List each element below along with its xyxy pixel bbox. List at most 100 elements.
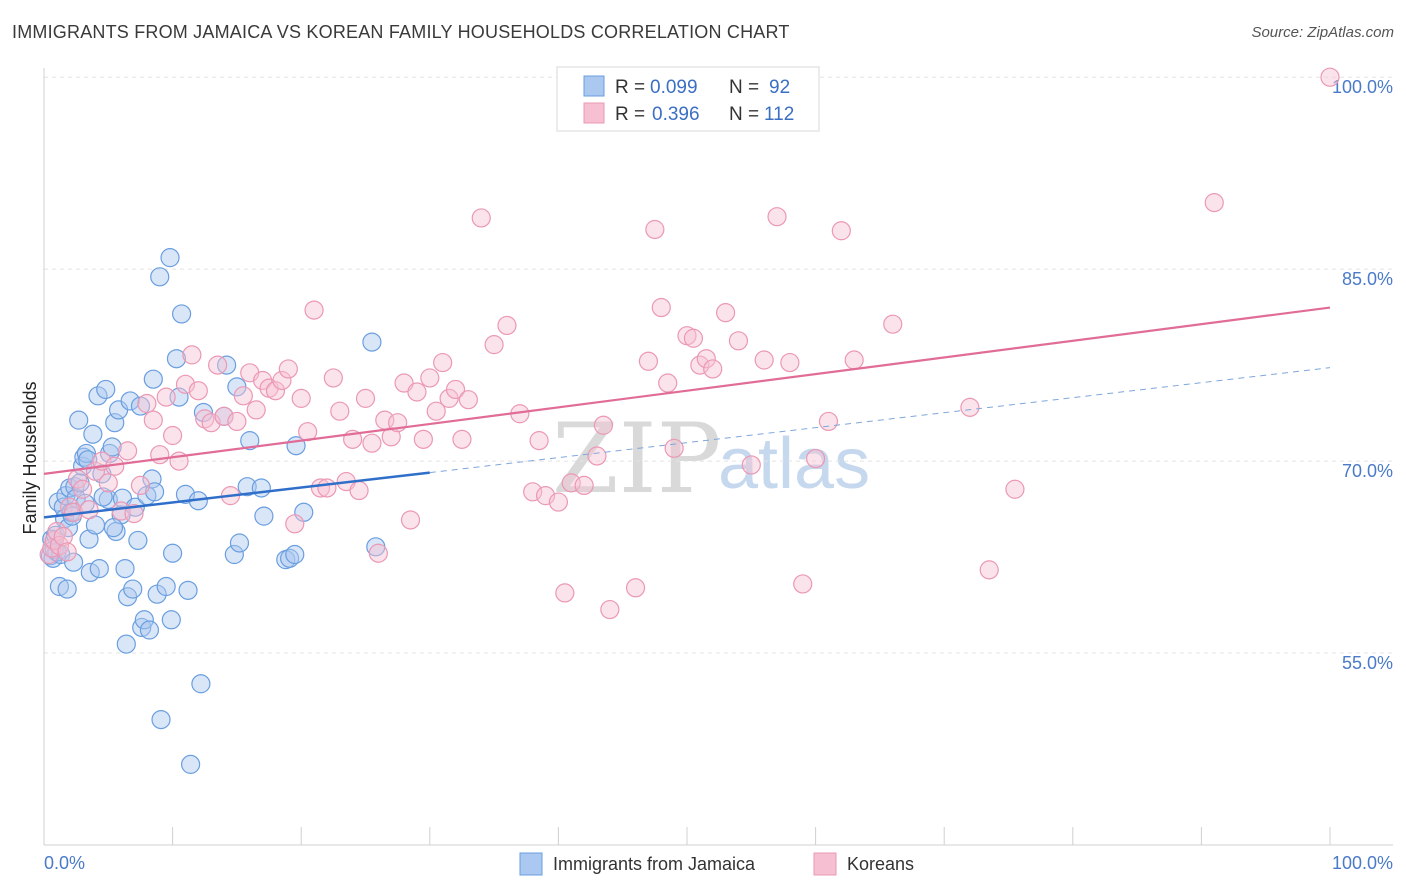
jamaica-point bbox=[134, 610, 154, 630]
korean-point bbox=[124, 503, 144, 524]
korean-point bbox=[150, 445, 170, 465]
legend-swatch-blue bbox=[583, 75, 605, 97]
korean-point bbox=[780, 352, 800, 373]
jamaica-point bbox=[102, 437, 122, 457]
jamaica-point bbox=[163, 543, 183, 563]
korean-point bbox=[407, 382, 427, 402]
korean-point bbox=[227, 411, 247, 432]
jamaica-point bbox=[254, 506, 274, 526]
watermark-zip: ZIP bbox=[552, 403, 721, 515]
korean-point bbox=[883, 314, 903, 334]
bottom-legend-label-koreans: Koreans bbox=[847, 854, 914, 874]
legend-box: R = 0.099 N = 92 R = 0.396 N = 112 bbox=[556, 66, 820, 132]
korean-point bbox=[310, 478, 331, 498]
korean-point bbox=[253, 370, 273, 391]
korean-point bbox=[182, 345, 202, 365]
jamaica-point bbox=[115, 558, 135, 579]
korean-point bbox=[529, 431, 549, 451]
jamaica-point bbox=[160, 248, 180, 268]
korean-point bbox=[233, 386, 253, 406]
korean-point bbox=[696, 349, 716, 369]
jamaica-point bbox=[178, 580, 198, 600]
watermark-atlas: atlas bbox=[718, 424, 870, 504]
korean-point bbox=[754, 350, 774, 370]
y-tick-label: 85.0% bbox=[1342, 269, 1393, 289]
jamaica-point bbox=[362, 332, 382, 352]
korean-point bbox=[767, 207, 787, 227]
korean-point bbox=[246, 400, 266, 420]
korean-point bbox=[664, 438, 684, 458]
korean-point bbox=[979, 560, 999, 580]
korean-point bbox=[130, 475, 151, 496]
jamaica-point bbox=[105, 413, 125, 433]
trend-lines bbox=[43, 306, 1331, 519]
legend-n-label-1: N = bbox=[729, 77, 759, 98]
y-tick-label: 70.0% bbox=[1342, 461, 1393, 481]
axes bbox=[43, 68, 1393, 846]
jamaica-point bbox=[172, 304, 192, 324]
jamaica-point bbox=[240, 431, 260, 451]
korean-point bbox=[60, 497, 80, 517]
jamaica-point bbox=[96, 379, 116, 400]
korean-point bbox=[420, 368, 440, 388]
jamaica-point bbox=[83, 424, 103, 444]
jamaica-point bbox=[69, 410, 89, 430]
korean-point bbox=[625, 578, 646, 598]
korean-point bbox=[831, 221, 851, 241]
korean-point bbox=[57, 542, 77, 562]
jamaica-point bbox=[193, 402, 214, 423]
x-tick-max: 100.0% bbox=[1332, 853, 1393, 873]
jamaica-point bbox=[88, 386, 108, 406]
korean-point bbox=[793, 574, 813, 594]
bottom-legend: Immigrants from Jamaica Koreans bbox=[519, 852, 914, 876]
korean-point bbox=[497, 315, 517, 336]
korean-point bbox=[304, 300, 324, 320]
korean-point bbox=[587, 446, 607, 466]
korean-point bbox=[72, 479, 93, 499]
jamaica-point bbox=[150, 267, 170, 287]
korean-point bbox=[285, 514, 305, 534]
jamaica-point bbox=[191, 674, 211, 694]
korean-point bbox=[960, 397, 980, 417]
korean-point bbox=[818, 411, 839, 432]
korean-point bbox=[323, 368, 343, 388]
korean-point bbox=[368, 543, 388, 563]
korean-point bbox=[79, 500, 99, 520]
jamaica-point bbox=[251, 478, 271, 498]
y-tick-label: 55.0% bbox=[1342, 653, 1393, 673]
series-jamaica-points bbox=[40, 248, 386, 774]
korean-point bbox=[452, 429, 472, 449]
korean-point bbox=[117, 441, 138, 461]
jamaica-point bbox=[181, 754, 201, 774]
legend-r-value-2: 0.396 bbox=[652, 104, 700, 125]
legend-n-value-1: 92 bbox=[769, 77, 790, 98]
jamaica-trend-extension bbox=[429, 367, 1331, 474]
jamaica-point bbox=[89, 558, 109, 579]
korean-point bbox=[523, 482, 543, 502]
jamaica-point bbox=[151, 709, 171, 730]
korean-point bbox=[703, 359, 723, 379]
korean-point bbox=[555, 583, 575, 603]
korean-point bbox=[741, 455, 761, 475]
jamaica-point bbox=[128, 530, 148, 551]
legend-n-label-2: N = bbox=[729, 104, 759, 125]
korean-point bbox=[1005, 479, 1025, 499]
korean-point bbox=[638, 351, 659, 371]
jamaica-point bbox=[166, 349, 187, 369]
korean-point bbox=[381, 427, 401, 447]
korean-point bbox=[683, 328, 704, 348]
y-tick-label: 100.0% bbox=[1332, 77, 1393, 97]
y-tick-labels: 55.0% 70.0% 85.0% 100.0% bbox=[1332, 77, 1393, 673]
korean-point bbox=[471, 208, 491, 228]
korean-point bbox=[330, 401, 350, 421]
jamaica-point bbox=[58, 518, 79, 538]
korean-point bbox=[98, 473, 118, 493]
korean-point bbox=[355, 388, 376, 408]
korean-point bbox=[805, 448, 826, 469]
source-label: Source: ZipAtlas.com bbox=[1251, 24, 1394, 41]
korean-point bbox=[548, 492, 569, 512]
korean-point bbox=[600, 599, 620, 620]
korean-point bbox=[413, 429, 433, 449]
korean-point bbox=[278, 359, 298, 379]
